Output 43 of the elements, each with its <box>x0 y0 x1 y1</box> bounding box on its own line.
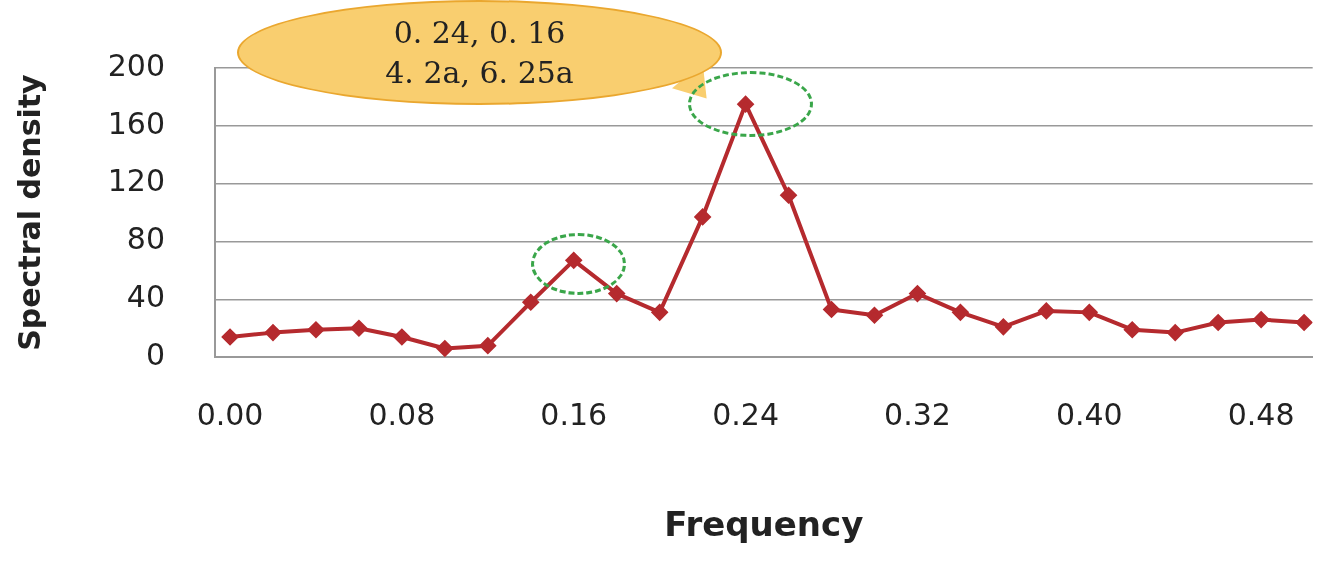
x-tick-label: 0.40 <box>1055 397 1123 432</box>
x-tick-label: 0.48 <box>1227 397 1295 432</box>
point <box>265 324 281 341</box>
y-tick-label: 80 <box>126 221 165 257</box>
x-tick-label: 0.24 <box>712 397 779 432</box>
x-axis-title: Frequency <box>664 504 864 545</box>
x-tick-label: 0.00 <box>196 397 264 432</box>
point <box>1038 302 1055 319</box>
x-tick-label: 0.16 <box>540 397 608 432</box>
x-tick-label: 0.08 <box>368 397 436 432</box>
point <box>522 294 539 311</box>
point <box>565 252 582 269</box>
y-tick-label: 160 <box>107 105 165 141</box>
point <box>222 328 239 345</box>
y-tick-label: 40 <box>126 279 165 315</box>
y-tick-label: 120 <box>107 163 165 199</box>
speech-bubble: 0. 24, 0. 16 4. 2a, 6. 25a <box>237 0 722 105</box>
point <box>1210 314 1227 331</box>
point <box>866 307 883 324</box>
point <box>737 96 754 113</box>
point <box>1253 311 1270 328</box>
point <box>436 340 453 357</box>
point <box>995 318 1012 335</box>
point <box>307 321 324 338</box>
point <box>952 304 969 321</box>
y-axis-title: Spectral density <box>11 73 47 351</box>
y-tick-label: 200 <box>107 47 165 83</box>
point <box>694 208 711 225</box>
point <box>823 301 840 318</box>
point <box>1167 324 1184 341</box>
y-tick-label: 0 <box>145 337 165 372</box>
point <box>651 304 668 321</box>
point <box>479 337 496 354</box>
point <box>1081 304 1098 321</box>
point <box>608 285 625 302</box>
point <box>1296 314 1313 331</box>
point <box>909 285 926 302</box>
x-tick-label: 0.32 <box>884 397 951 432</box>
point <box>393 328 410 345</box>
annotation: 4. 2a, 6. 25a <box>385 53 574 92</box>
point <box>780 187 797 204</box>
point <box>1124 321 1141 338</box>
point <box>350 320 367 337</box>
